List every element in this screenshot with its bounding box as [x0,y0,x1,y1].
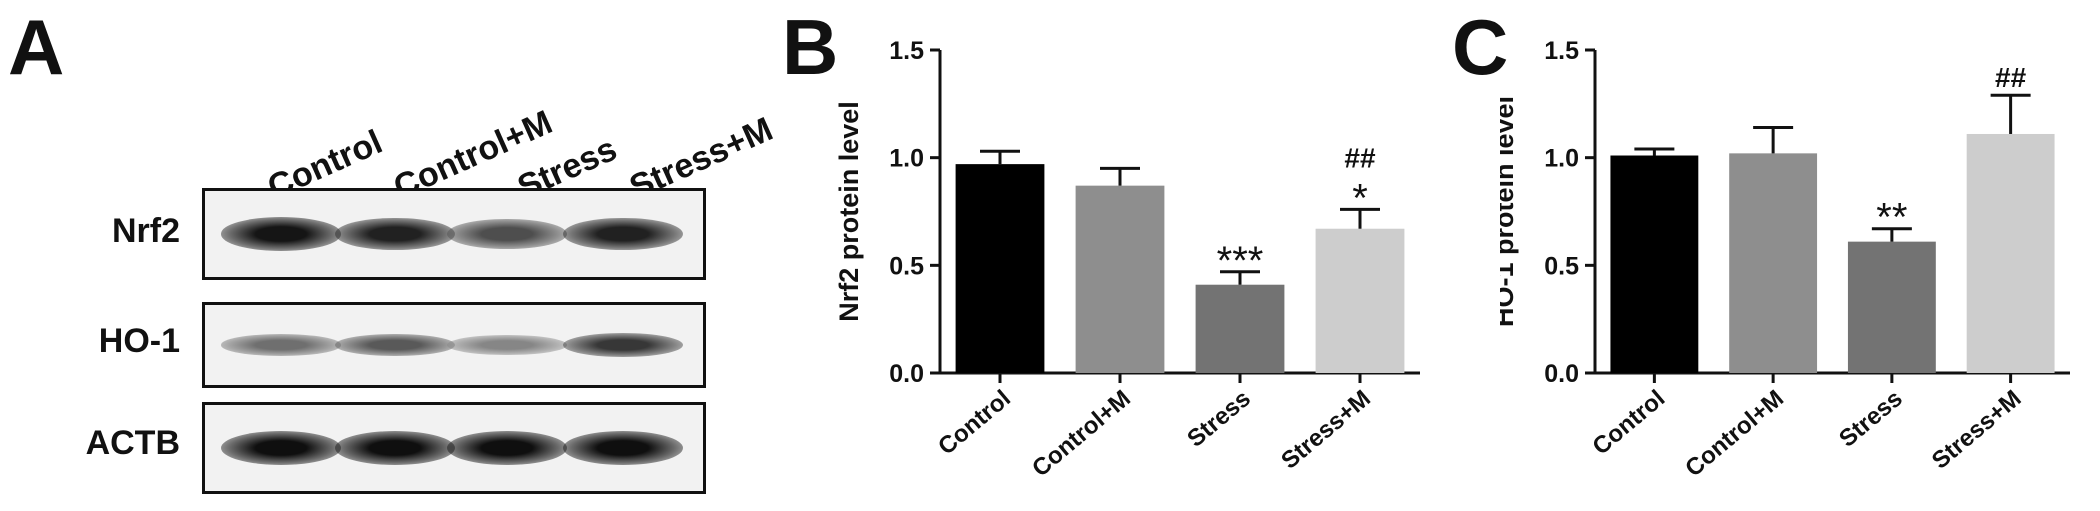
blot-band-ho1-4 [563,333,683,357]
blot-band-nrf2-3 [447,218,567,250]
x-tick-label: Stress [1834,385,1908,453]
blot-strip-nrf2 [202,188,706,280]
blot-band-nrf2-4 [563,217,683,251]
x-tick-label: Control+M [1680,385,1789,482]
blot-band-actb-2 [335,431,455,465]
significance-label-4: * [1352,176,1368,220]
y-axis-label: Nrf2 protein level [834,101,864,322]
blot-row-label-ho1: HO-1 [98,322,180,360]
bar-1 [1610,155,1699,373]
blot-band-actb-4 [563,431,683,465]
x-tick-label: Stress+M [1927,385,2027,475]
blot-strip-actb [202,402,706,494]
bar-3 [1195,284,1285,373]
x-tick-label: Stress [1182,385,1256,453]
blot-row-label-nrf2: Nrf2 [111,212,180,250]
significance-label-4: ## [1995,62,2027,93]
x-tick-label: Control [933,385,1016,461]
chart-nrf2-protein-level: 0.0 0.5 1.0 1.5 Nrf2 protein level Control Con… [834,37,1420,482]
bar-2 [1075,185,1165,373]
x-tick-label: Stress+M [1276,385,1376,475]
panel-letter-c: C [1452,3,1509,91]
panel-letter-b: B [782,3,839,91]
y-tick-label: 0.0 [1544,360,1579,388]
y-tick-label: 1.0 [889,145,924,173]
blot-band-actb-1 [221,431,341,465]
y-tick-label: 1.5 [1544,37,1579,65]
bar-4 [1315,228,1405,373]
x-tick-label: Control [1588,385,1671,461]
blot-band-ho1-3 [447,334,567,356]
bar-1 [955,164,1045,373]
y-tick-label: 0.5 [889,252,924,280]
y-tick-label: 1.0 [1544,145,1579,173]
blot-band-ho1-2 [335,333,455,357]
chart-ho1-protein-level: 0.0 0.5 1.0 1.5 HO-1 protein level Control Con… [1500,37,2070,482]
bar-2 [1729,153,1818,373]
y-tick-label: 0.5 [1544,252,1579,280]
significance-label-4: ## [1344,142,1376,173]
bar-4 [1966,133,2055,373]
x-tick-label: Control+M [1027,385,1136,482]
significance-label-3: ** [1876,196,1907,240]
panel-letter-a: A [8,3,65,91]
y-tick-label: 1.5 [889,37,924,65]
blot-band-nrf2-1 [221,217,341,251]
bar-3 [1847,241,1936,373]
y-axis-label: HO-1 protein level [1500,96,1519,327]
blot-band-ho1-1 [221,334,341,356]
significance-label-3: *** [1217,239,1264,283]
blot-band-nrf2-2 [335,217,455,251]
blot-row-label-actb: ACTB [85,424,180,462]
blot-band-actb-3 [447,431,567,465]
blot-strip-ho1 [202,302,706,388]
y-tick-label: 0.0 [889,360,924,388]
